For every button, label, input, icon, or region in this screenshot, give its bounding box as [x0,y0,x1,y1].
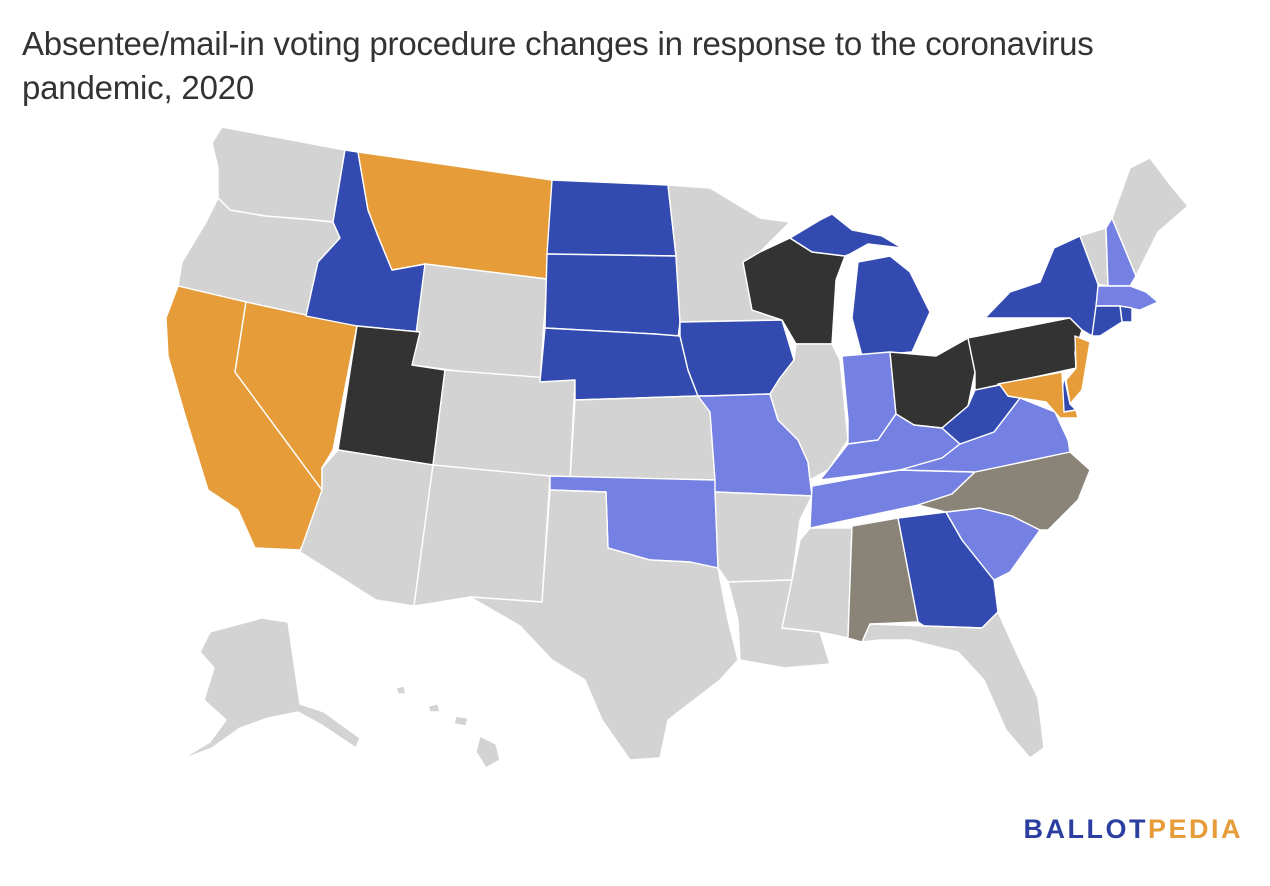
state-AK[interactable] [179,617,361,761]
logo-part-ballot: BALLOT [1023,814,1148,844]
state-NM[interactable] [413,464,551,607]
state-FL[interactable] [861,611,1045,759]
state-NJ[interactable] [1065,335,1091,405]
state-HI-big[interactable] [475,735,501,769]
ballotpedia-logo[interactable]: BALLOTPEDIA [1023,814,1243,850]
state-SD[interactable] [544,253,681,339]
state-MD[interactable] [997,371,1079,419]
state-MI-lower[interactable] [851,255,931,357]
state-CO[interactable] [432,369,576,481]
state-MI-upper[interactable] [789,213,903,257]
state-NY[interactable] [984,235,1101,337]
page-title: Absentee/mail-in voting procedure change… [22,25,1094,106]
state-HI-maui[interactable] [453,715,469,727]
state-WI[interactable] [742,237,846,345]
state-CT[interactable] [1091,305,1123,337]
state-HI-oahu[interactable] [427,703,441,713]
state-ND[interactable] [546,179,677,257]
logo-part-pedia: PEDIA [1147,814,1243,844]
state-NC[interactable] [917,451,1091,531]
state-NH[interactable] [1105,217,1137,287]
state-HI-kauai[interactable] [395,685,407,695]
state-WY[interactable] [411,263,548,383]
state-ME[interactable] [1111,157,1189,277]
state-TX[interactable] [469,489,739,761]
state-IL[interactable] [769,343,849,481]
state-WA[interactable] [211,126,346,223]
state-KS[interactable] [569,395,716,481]
